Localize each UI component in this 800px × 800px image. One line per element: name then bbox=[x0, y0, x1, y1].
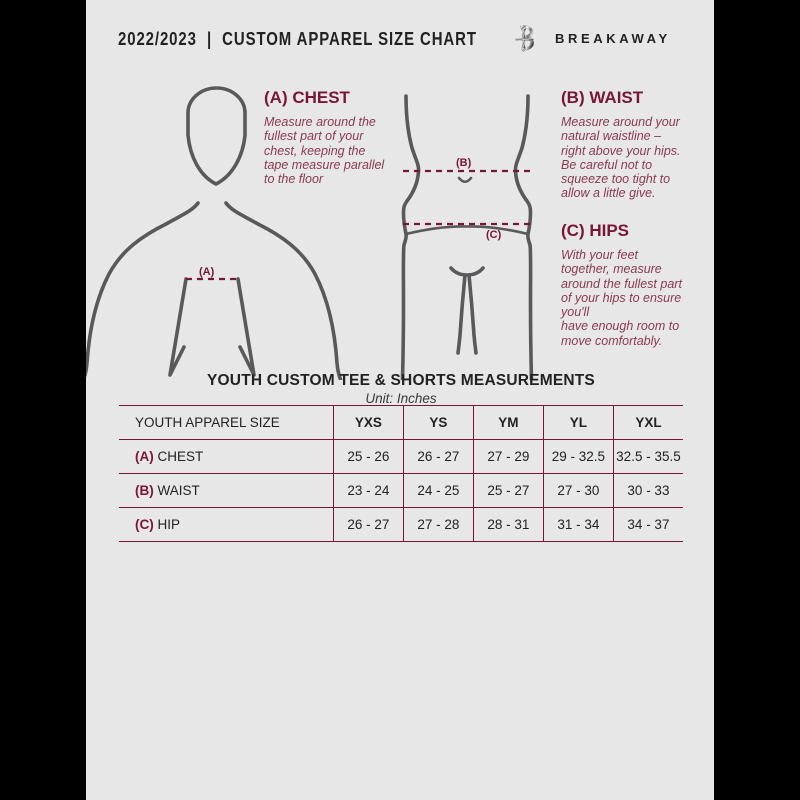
svg-text:(B): (B) bbox=[456, 157, 472, 169]
svg-text:(A): (A) bbox=[199, 266, 215, 278]
svg-text:(C): (C) bbox=[486, 229, 502, 241]
